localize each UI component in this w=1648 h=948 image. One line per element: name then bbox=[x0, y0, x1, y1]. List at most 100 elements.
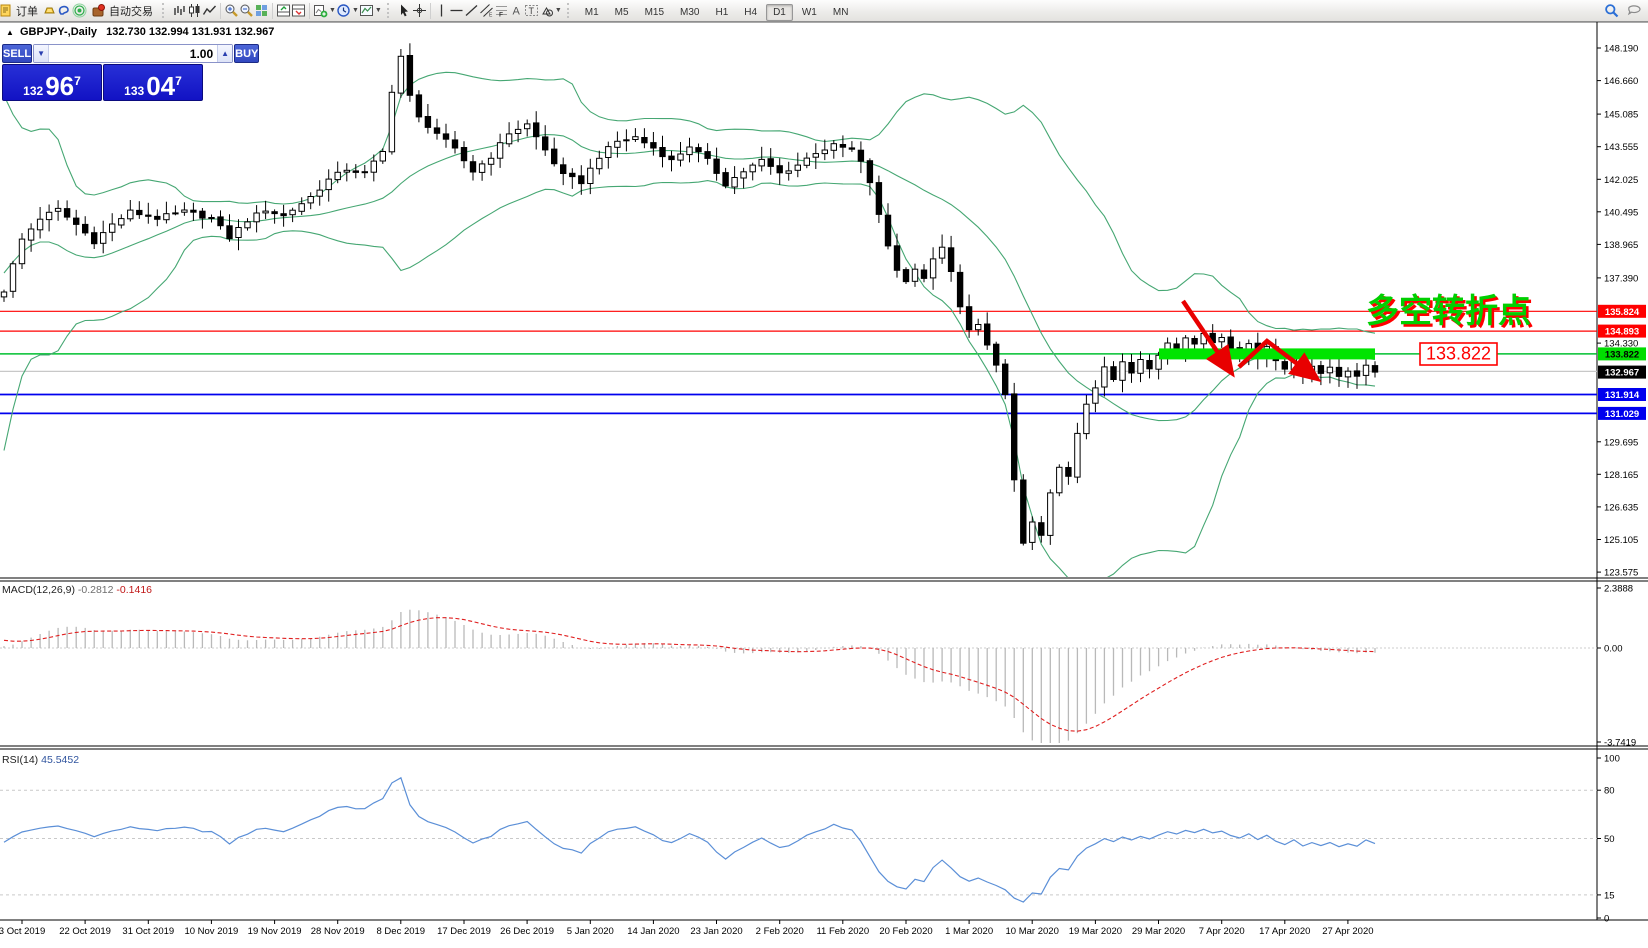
add-indicator-caret[interactable]: ▼ bbox=[329, 7, 336, 14]
svg-text:140.495: 140.495 bbox=[1604, 207, 1638, 218]
svg-text:134.893: 134.893 bbox=[1605, 327, 1639, 338]
main-toolbar: 订单 自动交易 ▼ ▼ ▼ bbox=[0, 0, 1648, 22]
sell-button[interactable]: SELL bbox=[2, 44, 33, 63]
candlestick-type-icon[interactable] bbox=[187, 3, 202, 18]
buy-price-big-digits: 04 bbox=[146, 70, 176, 101]
date-axis[interactable]: 3 Oct 2019 22 Oct 2019 31 Oct 2019 10 Nov 2… bbox=[0, 920, 1374, 937]
gold-ingot-icon[interactable] bbox=[42, 3, 57, 18]
horizontal-line-tool-icon[interactable] bbox=[449, 3, 464, 18]
svg-text:145.085: 145.085 bbox=[1604, 110, 1638, 121]
sell-price-big-digits: 96 bbox=[45, 70, 75, 101]
rsi-line bbox=[3, 776, 1376, 903]
svg-text:128.165: 128.165 bbox=[1604, 470, 1638, 481]
svg-text:148.190: 148.190 bbox=[1604, 44, 1638, 55]
trend-arrows[interactable] bbox=[1181, 299, 1322, 383]
lot-size-input[interactable] bbox=[49, 45, 218, 62]
svg-text:2.3888: 2.3888 bbox=[1604, 584, 1633, 595]
sell-price-small-digits: 132 bbox=[23, 84, 44, 98]
signal-icon[interactable] bbox=[72, 3, 87, 18]
shapes-caret[interactable]: ▼ bbox=[554, 7, 562, 14]
period-caret[interactable]: ▼ bbox=[351, 7, 359, 14]
svg-text:1 Mar 2020: 1 Mar 2020 bbox=[945, 926, 993, 937]
zoom-in-icon[interactable] bbox=[224, 3, 239, 18]
lot-increase-button[interactable]: ▲ bbox=[217, 45, 233, 62]
horizontal-level-lines[interactable] bbox=[0, 310, 1597, 415]
crosshair-icon[interactable] bbox=[412, 3, 427, 18]
svg-text:17 Apr 2020: 17 Apr 2020 bbox=[1259, 926, 1310, 937]
search-icon[interactable] bbox=[1604, 3, 1619, 18]
svg-text:131.914: 131.914 bbox=[1605, 390, 1640, 401]
svg-text:129.695: 129.695 bbox=[1604, 437, 1638, 448]
toolbar-grip bbox=[566, 3, 574, 18]
timeframe-MN[interactable]: MN bbox=[832, 6, 849, 18]
timeframe-M30[interactable]: M30 bbox=[680, 6, 700, 18]
lot-decrease-button[interactable]: ▼ bbox=[34, 45, 50, 62]
period-clock-icon[interactable] bbox=[336, 3, 351, 18]
timeframe-H4[interactable]: H4 bbox=[744, 6, 758, 18]
svg-text:22 Oct 2019: 22 Oct 2019 bbox=[59, 926, 111, 937]
svg-text:50: 50 bbox=[1604, 834, 1615, 845]
channel-tool-icon[interactable]: E bbox=[479, 3, 494, 19]
green-support-zone[interactable] bbox=[1159, 348, 1375, 360]
news-icon[interactable] bbox=[57, 3, 72, 18]
svg-text:7 Apr 2020: 7 Apr 2020 bbox=[1199, 926, 1245, 937]
line-chart-type-icon[interactable] bbox=[202, 3, 217, 18]
svg-text:133.822: 133.822 bbox=[1605, 349, 1639, 360]
toolbar-separator bbox=[309, 2, 310, 19]
vertical-line-tool-icon[interactable] bbox=[434, 3, 449, 18]
autotrade-button[interactable]: 自动交易 bbox=[87, 2, 157, 19]
template-caret[interactable]: ▼ bbox=[374, 7, 382, 14]
timeframe-D1[interactable]: D1 bbox=[766, 3, 793, 21]
buy-price-display[interactable]: 133 04 7 bbox=[103, 64, 203, 101]
trendline-tool-icon[interactable] bbox=[464, 3, 479, 18]
svg-text:131.029: 131.029 bbox=[1605, 409, 1639, 420]
add-indicator-icon[interactable] bbox=[313, 3, 328, 18]
text-tool-icon[interactable]: A bbox=[509, 3, 524, 18]
svg-text:20 Feb 2020: 20 Feb 2020 bbox=[879, 926, 932, 937]
indicator-window-down-icon[interactable] bbox=[291, 3, 306, 18]
timeframe-H1[interactable]: H1 bbox=[715, 6, 729, 18]
fibonacci-tool-icon[interactable]: F bbox=[494, 3, 509, 19]
shapes-tool-icon[interactable] bbox=[539, 3, 554, 18]
svg-text:23 Jan 2020: 23 Jan 2020 bbox=[690, 926, 742, 937]
buy-button[interactable]: BUY bbox=[234, 44, 260, 63]
svg-text:26 Dec 2019: 26 Dec 2019 bbox=[500, 926, 554, 937]
timeframe-M1[interactable]: M1 bbox=[584, 6, 599, 18]
timeframe-M15[interactable]: M15 bbox=[644, 6, 665, 18]
svg-text:14 Jan 2020: 14 Jan 2020 bbox=[627, 926, 679, 937]
lot-size-control: ▼ ▲ bbox=[33, 44, 234, 63]
new-order-label: 订单 bbox=[16, 5, 38, 18]
zoom-out-icon[interactable] bbox=[239, 3, 254, 18]
svg-text:29 Mar 2020: 29 Mar 2020 bbox=[1132, 926, 1185, 937]
svg-text:5 Jan 2020: 5 Jan 2020 bbox=[567, 926, 614, 937]
price-axis[interactable]: 148.190 146.660 145.085 143.555 142.025 140.4… bbox=[1597, 44, 1646, 579]
toolbar-grip bbox=[386, 3, 394, 18]
svg-text:125.105: 125.105 bbox=[1604, 535, 1638, 546]
svg-text:146.660: 146.660 bbox=[1604, 76, 1638, 87]
sell-price-display[interactable]: 132 96 7 bbox=[2, 64, 102, 101]
svg-text:27 Apr 2020: 27 Apr 2020 bbox=[1322, 926, 1373, 937]
one-click-trading-panel: SELL ▼ ▲ BUY 132 96 7 133 04 7 bbox=[2, 44, 260, 101]
svg-text:142.025: 142.025 bbox=[1604, 175, 1638, 186]
tile-windows-icon[interactable] bbox=[254, 3, 269, 18]
chat-icon[interactable] bbox=[1627, 3, 1642, 18]
svg-text:100: 100 bbox=[1604, 754, 1620, 765]
svg-text:8 Dec 2019: 8 Dec 2019 bbox=[377, 926, 426, 937]
chart-ohlc-values: 132.730 132.994 131.931 132.967 bbox=[106, 26, 275, 38]
timeframe-W1[interactable]: W1 bbox=[801, 6, 817, 18]
price-tag-label[interactable]: 133.822 bbox=[1419, 342, 1498, 366]
bar-chart-type-icon[interactable] bbox=[172, 3, 187, 18]
text-label-tool-icon[interactable]: T bbox=[524, 3, 539, 18]
cursor-icon[interactable] bbox=[397, 3, 412, 18]
svg-text:E: E bbox=[489, 13, 493, 19]
template-icon[interactable] bbox=[359, 3, 374, 18]
new-order-button[interactable]: 订单 bbox=[0, 2, 42, 19]
svg-text:A: A bbox=[512, 6, 520, 18]
indicator-window-up-icon[interactable] bbox=[276, 3, 291, 18]
toolbar-separator bbox=[220, 2, 221, 19]
macd-label: MACD(12,26,9) -0.2812 -0.1416 bbox=[2, 584, 152, 596]
timeframe-M5[interactable]: M5 bbox=[614, 6, 629, 18]
svg-text:123.575: 123.575 bbox=[1604, 568, 1638, 579]
